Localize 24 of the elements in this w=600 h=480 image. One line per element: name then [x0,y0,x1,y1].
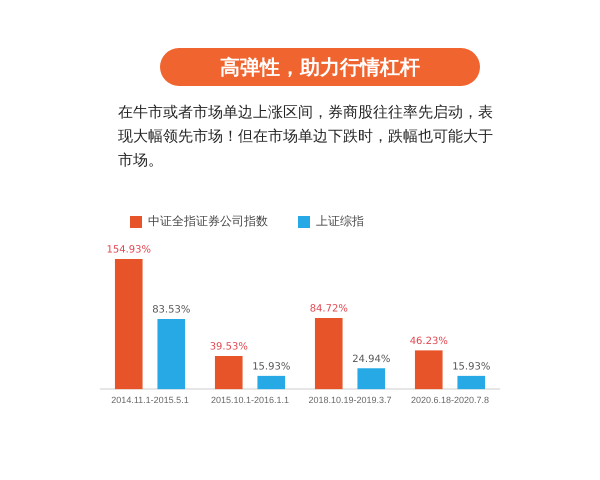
bar [257,376,286,390]
bar [414,350,443,390]
data-label: 83.53% [152,304,190,316]
x-tick-label: 2018.10.19-2019.3.7 [308,395,392,406]
bar [114,259,143,390]
bar [357,368,386,390]
data-label: 46.23% [410,336,448,347]
data-label: 15.93% [252,361,290,372]
legend-label: 中证全指证券公司指数 [148,214,268,228]
bar [314,318,343,390]
data-label: 84.72% [310,304,348,315]
x-tick-label: 2020.6.18-2020.7.8 [410,395,490,406]
data-label: 24.94% [352,354,390,365]
bar [214,356,243,390]
x-tick-label: 2014.11.1-2015.5.1 [111,395,189,406]
bar [457,376,486,390]
chart-title: 高弹性，助力行情杠杆 [160,48,480,86]
data-label: 39.53% [210,342,248,353]
data-label: 154.93% [106,244,151,256]
data-label: 15.93% [452,361,490,372]
x-tick-label: 2015.10.1-2016.1.1 [210,395,290,406]
legend-label: 上证综指 [316,214,364,228]
chart-subtitle: 在牛市或者市场单边上涨区间，券商股往往率先启动，表现大幅领先市场！但在市场单边下跌时，跌幅也可能大于市场。 [118,102,494,171]
bar [157,319,186,390]
